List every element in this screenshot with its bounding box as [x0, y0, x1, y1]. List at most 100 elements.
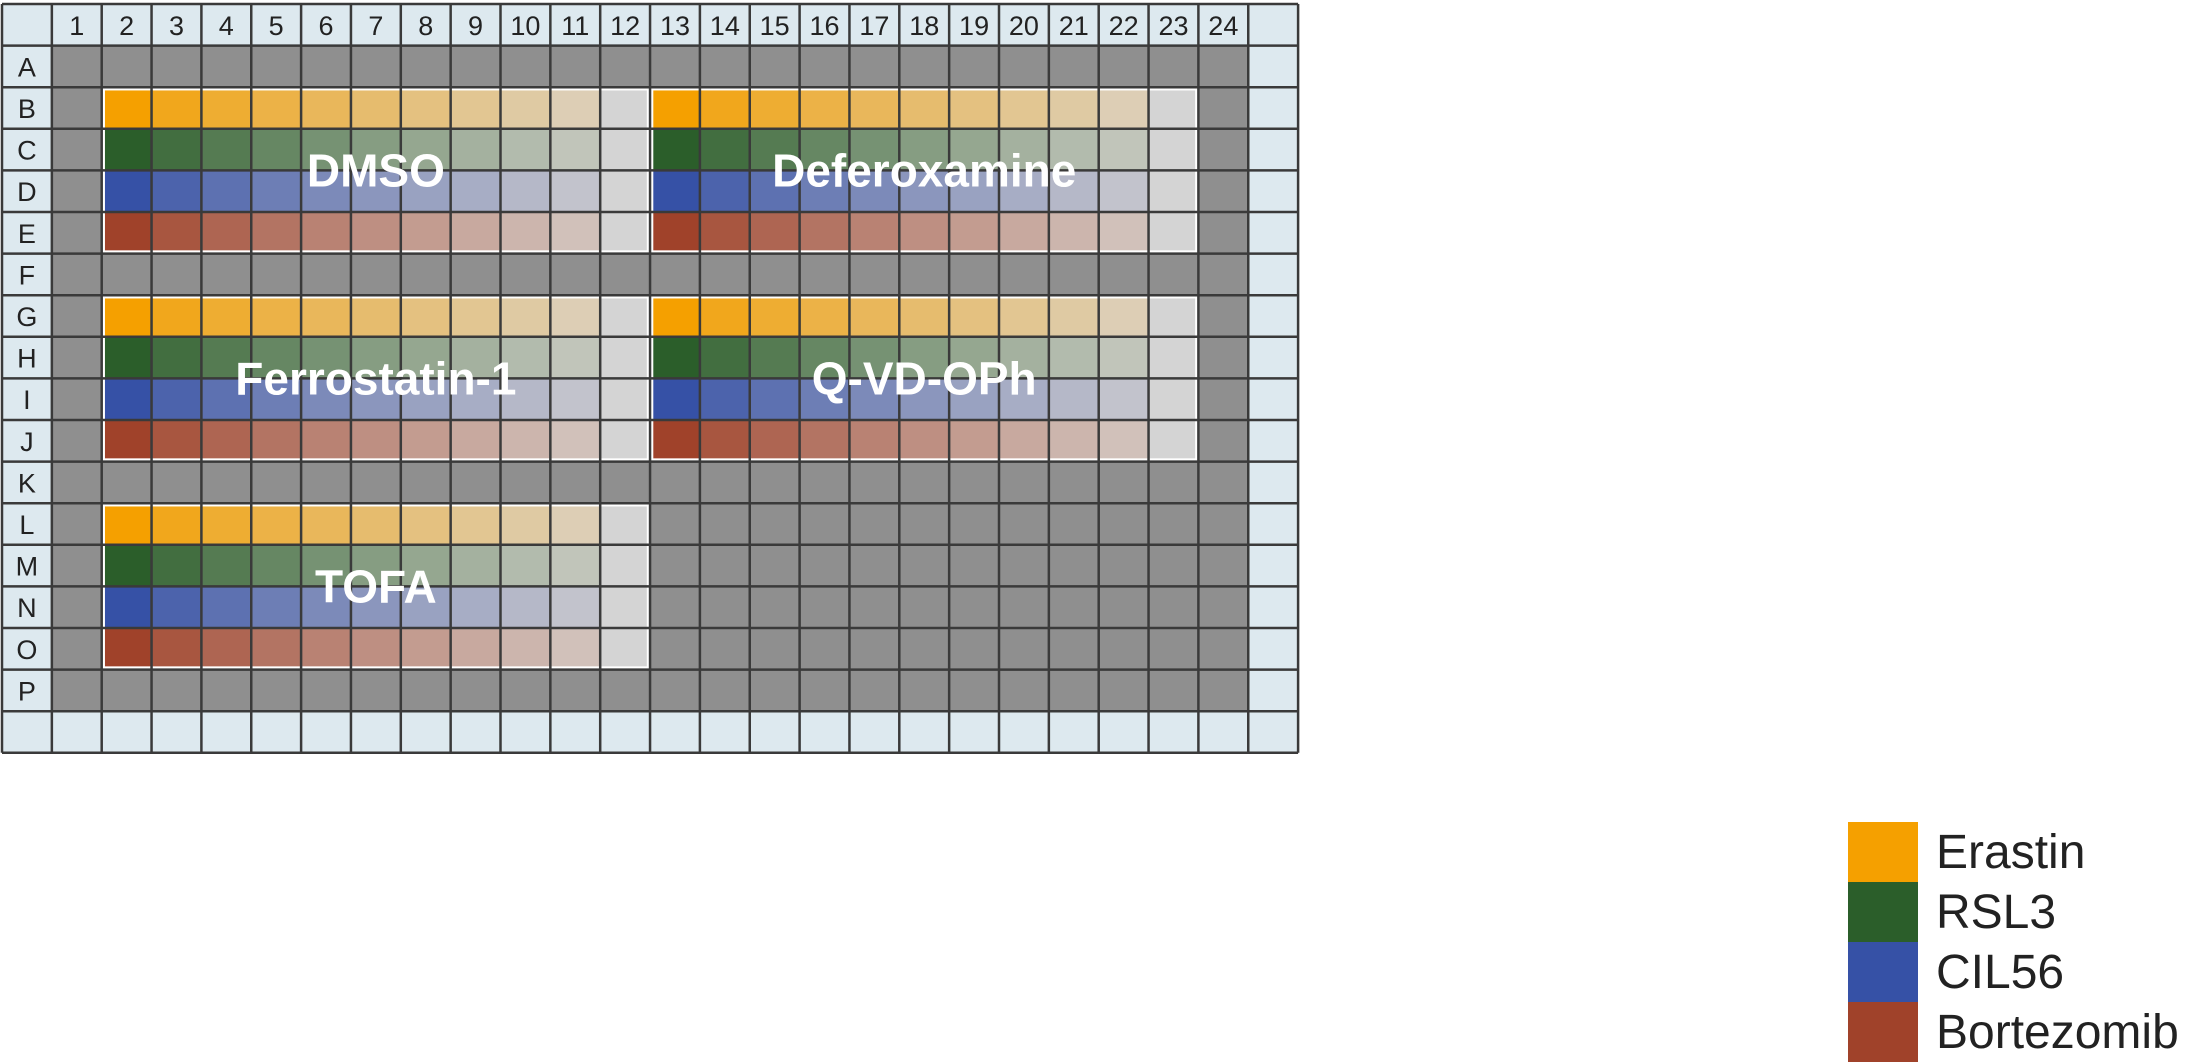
header-cell-bottom	[999, 711, 1049, 753]
legend-item-erastin: Erastin	[1848, 822, 2085, 882]
well	[1149, 337, 1199, 379]
column-label: 20	[1009, 11, 1039, 41]
header-cell-bottom	[949, 711, 999, 753]
well	[550, 628, 600, 670]
well	[1099, 420, 1149, 462]
column-label: 14	[710, 11, 740, 41]
header-cell-bottom	[451, 711, 501, 753]
well	[152, 170, 202, 212]
column-label: 22	[1109, 11, 1139, 41]
well	[152, 586, 202, 628]
header-cell-right	[1248, 378, 1298, 420]
header-cell-bottom	[750, 711, 800, 753]
well	[152, 545, 202, 587]
well	[1099, 378, 1149, 420]
well	[800, 420, 850, 462]
well	[251, 87, 301, 129]
well	[501, 586, 551, 628]
row-label: O	[16, 635, 37, 665]
well	[401, 420, 451, 462]
well	[451, 628, 501, 670]
well	[750, 295, 800, 337]
well	[251, 628, 301, 670]
well	[899, 420, 949, 462]
column-label: 13	[660, 11, 690, 41]
well	[800, 87, 850, 129]
well	[700, 295, 750, 337]
column-label: 23	[1158, 11, 1188, 41]
row-label: I	[23, 385, 31, 415]
well	[501, 212, 551, 254]
header-cell-right	[1248, 254, 1298, 296]
well	[201, 212, 251, 254]
header-cell-bottom	[849, 711, 899, 753]
header-cell-right	[1248, 170, 1298, 212]
well	[451, 87, 501, 129]
well	[301, 212, 351, 254]
header-cell-bottom	[600, 711, 650, 753]
well	[102, 420, 152, 462]
well	[650, 212, 700, 254]
well	[750, 420, 800, 462]
well	[351, 503, 401, 545]
row-label: B	[18, 94, 36, 124]
column-label: 17	[859, 11, 889, 41]
well	[849, 295, 899, 337]
header-cell-right	[1248, 46, 1298, 88]
header-cell-top	[1248, 4, 1298, 46]
column-label: 16	[810, 11, 840, 41]
well	[451, 170, 501, 212]
well	[1099, 129, 1149, 171]
well	[600, 378, 650, 420]
well	[201, 586, 251, 628]
header-cell-right	[1248, 670, 1298, 712]
header-cell-bottom	[1248, 711, 1298, 753]
legend-label-erastin: Erastin	[1936, 825, 2085, 880]
column-label: 7	[368, 11, 383, 41]
well	[102, 378, 152, 420]
header-cell-bottom	[1149, 711, 1199, 753]
block-label: DMSO	[307, 144, 445, 196]
row-label: J	[20, 427, 34, 457]
well	[351, 420, 401, 462]
well	[550, 337, 600, 379]
well	[949, 212, 999, 254]
well	[750, 212, 800, 254]
well	[251, 295, 301, 337]
well	[401, 628, 451, 670]
column-label: 4	[219, 11, 234, 41]
well	[600, 212, 650, 254]
well	[451, 295, 501, 337]
well	[600, 170, 650, 212]
well	[251, 503, 301, 545]
header-cell-bottom	[52, 711, 102, 753]
row-label: C	[17, 136, 37, 166]
well	[650, 170, 700, 212]
well	[201, 170, 251, 212]
header-cell-right	[1248, 212, 1298, 254]
column-label: 10	[510, 11, 540, 41]
column-label: 8	[418, 11, 433, 41]
well	[201, 420, 251, 462]
well	[650, 87, 700, 129]
header-cell-bottom	[1198, 711, 1248, 753]
well	[849, 420, 899, 462]
well	[1099, 337, 1149, 379]
header-cell-bottom	[2, 711, 52, 753]
well	[899, 295, 949, 337]
header-cell-right	[1248, 420, 1298, 462]
legend-item-bortezomib: Bortezomib	[1848, 1002, 2179, 1062]
well	[152, 378, 202, 420]
well	[600, 295, 650, 337]
header-cell-top	[2, 4, 52, 46]
well	[501, 295, 551, 337]
header-cell-bottom	[1099, 711, 1149, 753]
well	[1149, 378, 1199, 420]
well	[1149, 170, 1199, 212]
legend-swatch-rsl3	[1848, 882, 1918, 942]
well	[750, 337, 800, 379]
header-cell-bottom	[1049, 711, 1099, 753]
well	[152, 337, 202, 379]
well	[700, 129, 750, 171]
legend-label-bortezomib: Bortezomib	[1936, 1005, 2179, 1060]
